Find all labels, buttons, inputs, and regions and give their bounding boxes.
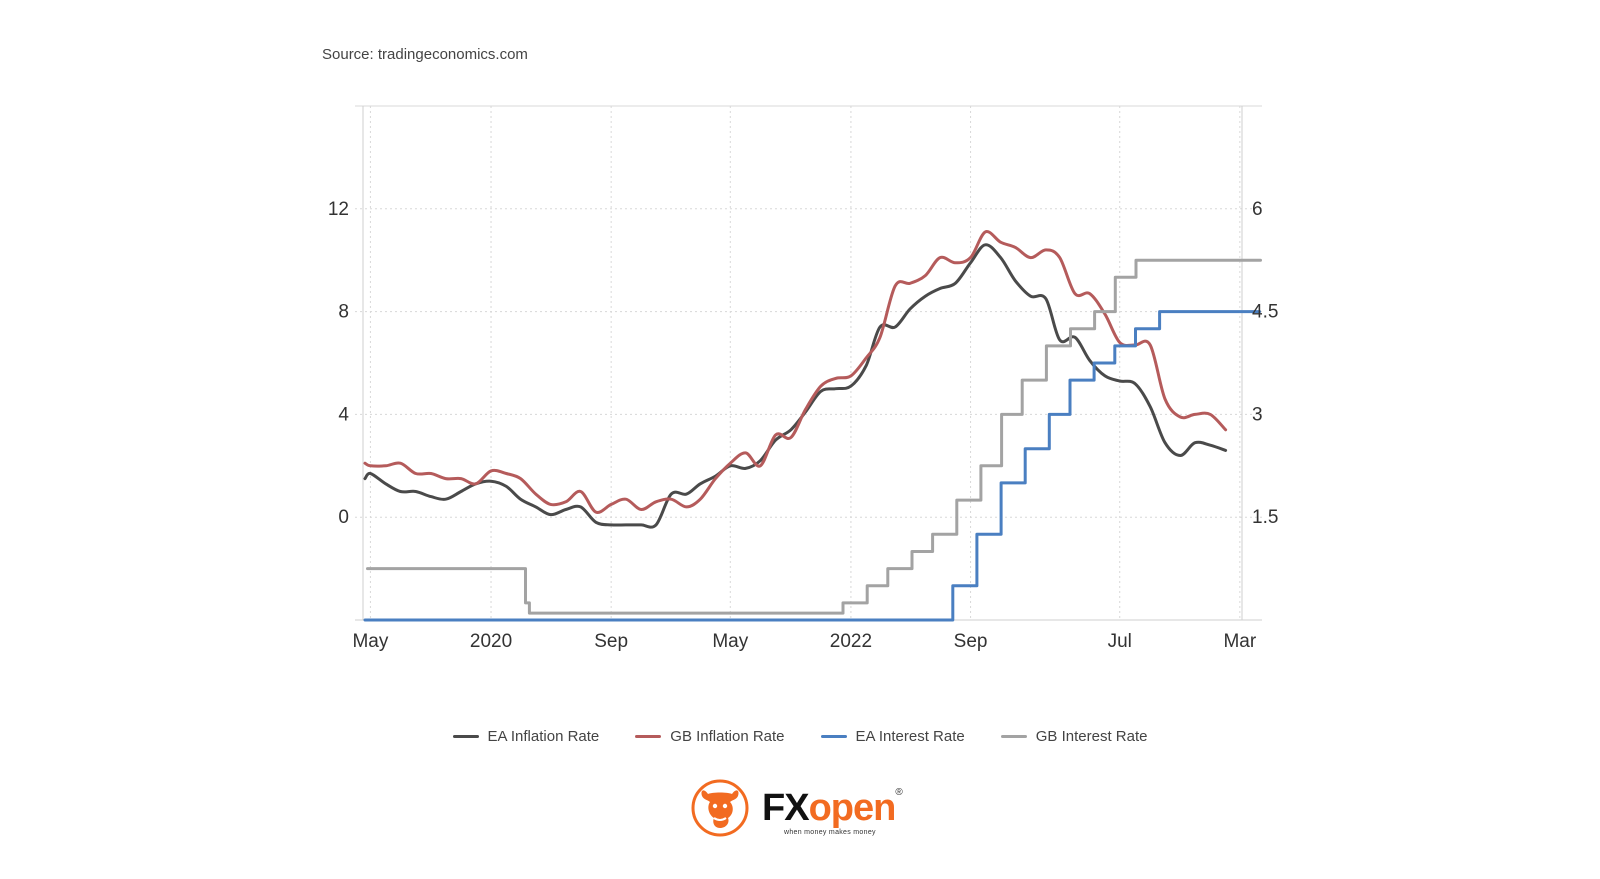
legend-item[interactable]: EA Interest Rate bbox=[820, 728, 965, 745]
x-tick-label: May bbox=[712, 631, 748, 652]
x-tick-label: May bbox=[352, 631, 388, 652]
ea-interest-rate-line bbox=[363, 310, 1261, 622]
x-tick-label: 2020 bbox=[470, 631, 512, 652]
x-tick-label: Jul bbox=[1108, 631, 1132, 652]
legend-swatch bbox=[1000, 735, 1027, 738]
legend-label: EA Interest Rate bbox=[855, 728, 965, 745]
gb-inflation-rate-line bbox=[363, 230, 1228, 514]
y-right-tick-label: 6 bbox=[1252, 199, 1263, 220]
tick-labels: 0 4 8 12 1.5 3 4.5 6 May 2020 Sep May 2022 Sep Jul Mar bbox=[328, 199, 1279, 652]
bull-logo-icon bbox=[691, 779, 749, 837]
gb-interest-rate-line bbox=[366, 258, 1262, 615]
fxopen-logo: FXopen® when money makes money bbox=[690, 778, 903, 838]
legend-label: EA Inflation Rate bbox=[487, 728, 600, 745]
legend-label: GB Interest Rate bbox=[1035, 728, 1148, 745]
y-right-tick-label: 1.5 bbox=[1252, 507, 1278, 528]
logo-brand-open: open bbox=[808, 786, 897, 829]
legend-swatch bbox=[452, 735, 479, 738]
logo-tagline: when money makes money bbox=[784, 828, 876, 836]
legend-item[interactable]: EA Inflation Rate bbox=[452, 728, 600, 745]
logo-brand-fx: FX bbox=[762, 786, 810, 829]
x-tick-label: 2022 bbox=[830, 631, 872, 652]
y-left-tick-label: 12 bbox=[328, 199, 349, 220]
legend-label: GB Inflation Rate bbox=[670, 728, 785, 745]
legend-swatch bbox=[635, 735, 662, 738]
logo-wordmark: FXopen® when money makes money bbox=[762, 786, 903, 836]
y-left-tick-label: 4 bbox=[338, 404, 349, 425]
legend-item[interactable]: GB Inflation Rate bbox=[635, 728, 785, 745]
ea-inflation-rate-line bbox=[363, 243, 1228, 529]
x-tick-label: Mar bbox=[1223, 631, 1256, 652]
grid-lines bbox=[355, 105, 1262, 620]
legend: EA Inflation Rate GB Inflation Rate EA Int… bbox=[0, 728, 1600, 745]
y-left-tick-label: 0 bbox=[338, 507, 349, 528]
registered-mark: ® bbox=[895, 786, 903, 798]
legend-swatch bbox=[820, 735, 847, 738]
y-right-tick-label: 4.5 bbox=[1252, 302, 1278, 323]
series-lines bbox=[363, 230, 1262, 622]
y-right-tick-label: 3 bbox=[1252, 404, 1263, 425]
x-tick-label: Sep bbox=[594, 631, 628, 652]
y-left-tick-label: 8 bbox=[338, 302, 349, 323]
legend-item[interactable]: GB Interest Rate bbox=[1000, 728, 1148, 745]
source-note: Source: tradingeconomics.com bbox=[322, 46, 528, 63]
x-tick-label: Sep bbox=[954, 631, 988, 652]
